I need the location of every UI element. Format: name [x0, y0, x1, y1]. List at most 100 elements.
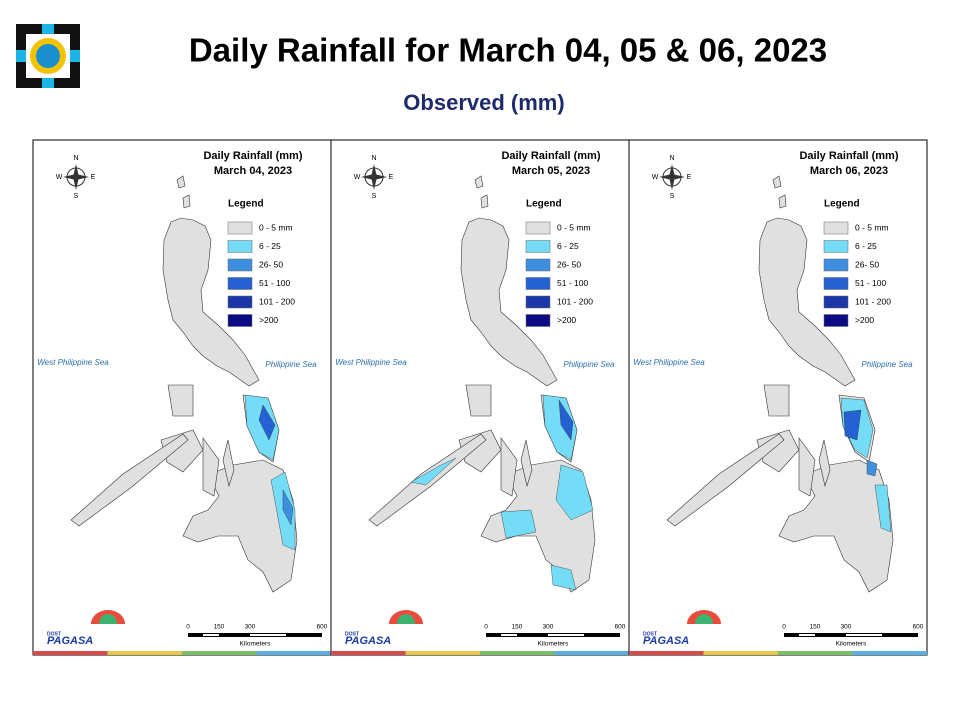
- rain-area: [843, 409, 862, 441]
- legend-label: 6 - 25: [259, 241, 281, 251]
- legend-label: 26- 50: [855, 259, 879, 269]
- compass: [659, 164, 685, 190]
- color-stripe: [107, 651, 182, 655]
- logo-umbrella: [695, 614, 713, 624]
- scale-tick: 600: [615, 624, 626, 631]
- legend-swatch: [227, 240, 253, 253]
- rain-area: [500, 509, 537, 539]
- compass: [361, 164, 387, 190]
- rain-area: [270, 471, 296, 551]
- scale-bar: [501, 634, 517, 636]
- legend-label: 0 - 5 mm: [855, 222, 889, 232]
- rain-area: [410, 457, 457, 486]
- legend-label: 0 - 5 mm: [259, 222, 293, 232]
- legend-swatch: [227, 258, 253, 272]
- map-panels: N W E S Daily Rainfall (mm) March 04, 2023 Leg…: [32, 139, 928, 656]
- legend-label: 6 - 25: [855, 241, 877, 251]
- land: [758, 217, 856, 387]
- legend-swatch: [227, 295, 253, 309]
- legend-swatch: [823, 258, 849, 272]
- land: [778, 194, 787, 209]
- map-panel: N W E S Daily Rainfall (mm) March 05, 2023 Leg…: [330, 139, 630, 656]
- compass-letter: S: [372, 193, 377, 200]
- color-stripe: [778, 651, 853, 655]
- logo: [16, 24, 80, 88]
- panel-date: March 04, 2023: [214, 165, 292, 177]
- panel-title: Daily Rainfall (mm): [501, 150, 600, 162]
- legend-swatch: [823, 295, 849, 309]
- compass-letter: S: [670, 193, 675, 200]
- color-stripe: [554, 651, 629, 655]
- legend-swatch: [823, 277, 849, 290]
- land: [182, 459, 298, 593]
- land: [176, 175, 186, 189]
- logo-umbrella: [99, 614, 117, 624]
- legend-label: 101 - 200: [557, 296, 593, 306]
- color-stripe: [852, 651, 927, 655]
- legend-label: 6 - 25: [557, 241, 579, 251]
- land: [798, 437, 816, 497]
- rain-area: [550, 564, 577, 591]
- sea-label: West Philippine Sea: [633, 358, 705, 367]
- legend-label: >200: [557, 315, 576, 325]
- sea-label: Philippine Sea: [265, 360, 317, 369]
- scale-tick: 300: [245, 624, 256, 631]
- land: [763, 384, 790, 417]
- compass-letter: E: [91, 174, 96, 181]
- land: [202, 437, 220, 497]
- color-stripe: [331, 651, 406, 655]
- land: [666, 433, 785, 527]
- legend-swatch: [525, 314, 551, 327]
- rain-area: [866, 459, 878, 477]
- scale-tick: 300: [543, 624, 554, 631]
- color-stripe: [33, 651, 108, 655]
- map-panel: N W E S Daily Rainfall (mm) March 04, 2023 Leg…: [32, 139, 332, 656]
- sea-label: Philippine Sea: [861, 360, 913, 369]
- land: [182, 194, 191, 209]
- land: [222, 439, 235, 488]
- subtitle: Observed (mm): [403, 90, 564, 115]
- scale-tick: 150: [810, 624, 821, 631]
- sea-label: Philippine Sea: [563, 360, 615, 369]
- scale-tick: 0: [186, 624, 190, 631]
- land: [474, 175, 484, 189]
- scale-tick: 600: [913, 624, 924, 631]
- legend-swatch: [525, 221, 551, 235]
- land: [772, 175, 782, 189]
- color-stripe: [405, 651, 480, 655]
- legend-label: 51 - 100: [557, 278, 588, 288]
- legend-title: Legend: [526, 199, 562, 210]
- legend-label: 101 - 200: [855, 296, 891, 306]
- legend-swatch: [525, 240, 551, 253]
- map-panel: N W E S Daily Rainfall (mm) March 06, 2023 Leg…: [628, 139, 928, 656]
- legend-label: 101 - 200: [259, 296, 295, 306]
- scale-tick: 150: [512, 624, 523, 631]
- compass-letter: S: [74, 193, 79, 200]
- legend-swatch: [525, 277, 551, 290]
- land: [167, 384, 194, 417]
- compass-letter: E: [389, 174, 394, 181]
- legend-swatch: [823, 314, 849, 327]
- logo-name: PAGASA: [47, 635, 93, 647]
- scale-unit: Kilometers: [836, 641, 867, 648]
- legend-label: 51 - 100: [259, 278, 290, 288]
- compass-letter: W: [56, 174, 63, 181]
- scale-bar: [250, 634, 286, 636]
- land: [70, 433, 189, 527]
- land: [500, 437, 518, 497]
- scale-bar: [548, 634, 584, 636]
- legend-swatch: [823, 240, 849, 253]
- legend-swatch: [227, 221, 253, 235]
- scale-tick: 150: [214, 624, 225, 631]
- color-stripe: [182, 651, 257, 655]
- rain-area: [874, 484, 892, 533]
- land: [818, 439, 831, 488]
- compass: [63, 164, 89, 190]
- scale-bar: [846, 634, 882, 636]
- land: [465, 384, 492, 417]
- color-stripe: [629, 651, 704, 655]
- land: [460, 217, 558, 387]
- compass-letter: W: [652, 174, 659, 181]
- scale-unit: Kilometers: [538, 641, 569, 648]
- legend-label: 0 - 5 mm: [557, 222, 591, 232]
